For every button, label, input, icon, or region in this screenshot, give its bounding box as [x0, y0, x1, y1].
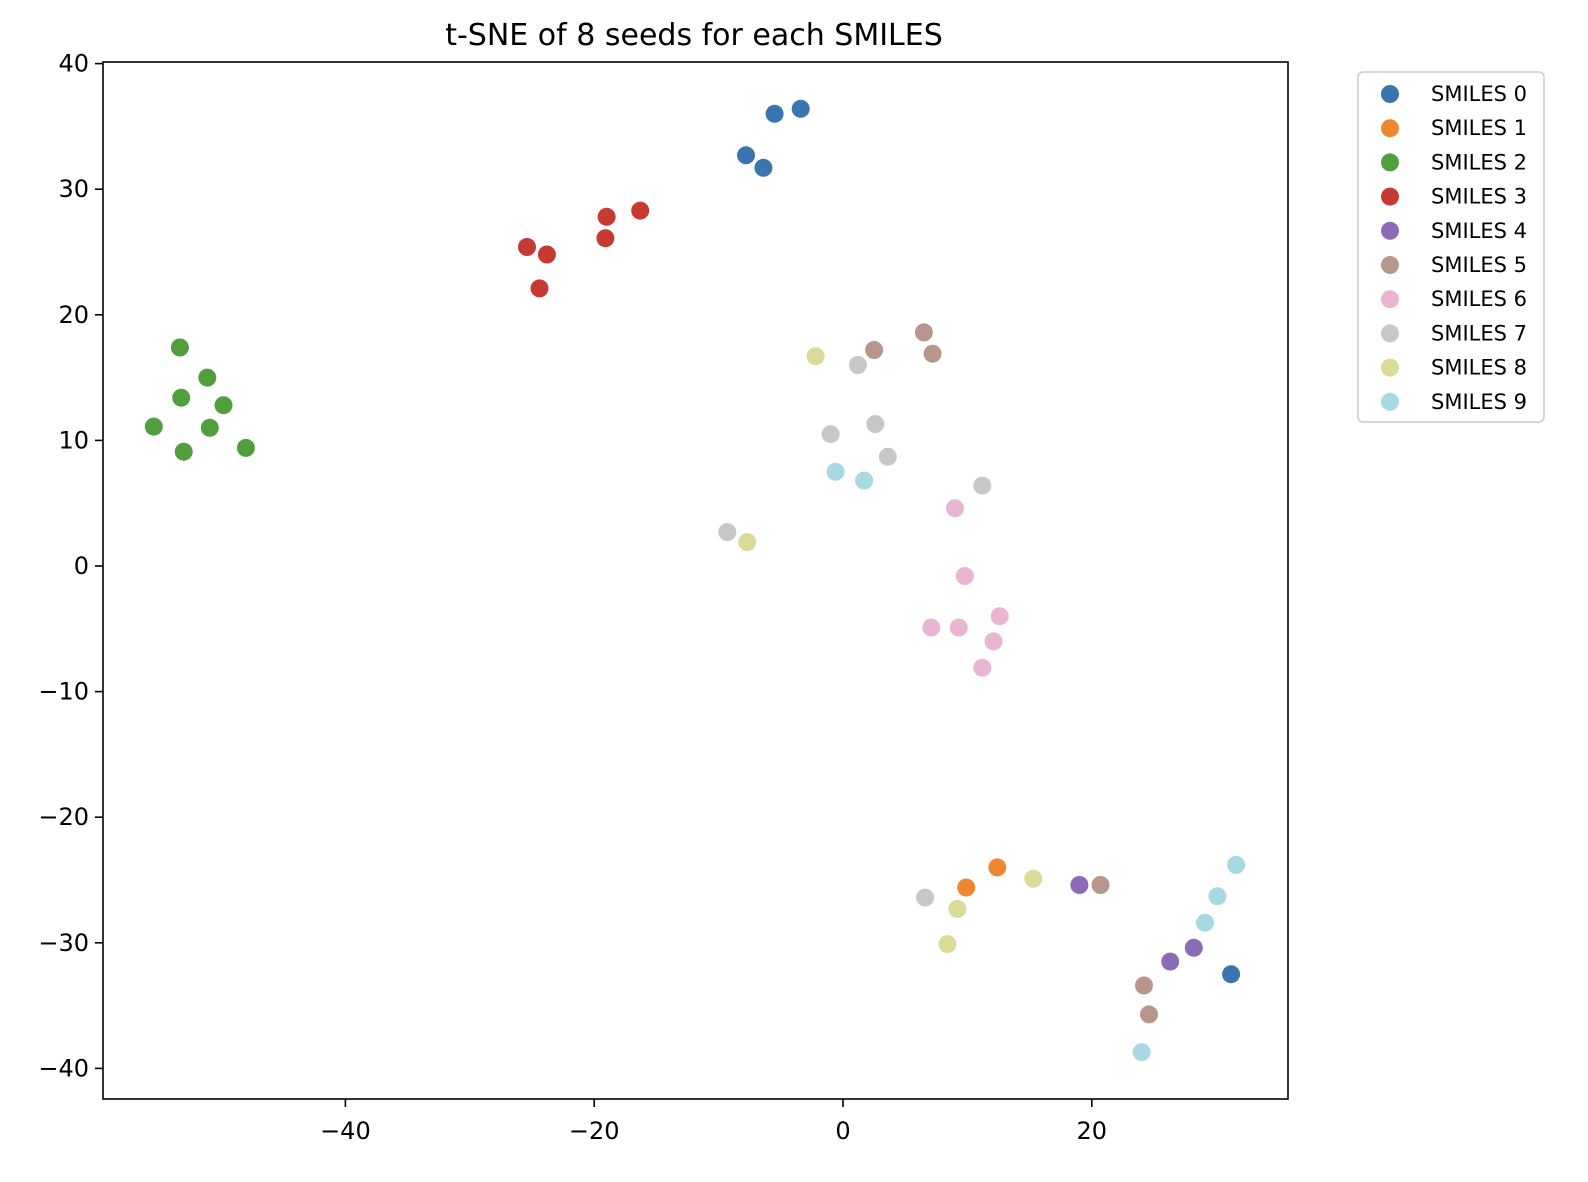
legend-label: SMILES 2 [1431, 150, 1527, 174]
legend-label: SMILES 8 [1431, 356, 1527, 380]
point-smiles-7-3 [878, 447, 897, 466]
point-smiles-8-3 [948, 899, 967, 918]
y-tick-label: −40 [38, 1054, 89, 1082]
plot-area [102, 61, 1289, 1100]
point-smiles-6-4 [949, 618, 968, 637]
point-smiles-9-1 [855, 471, 874, 490]
point-smiles-0-4 [1222, 965, 1241, 984]
point-smiles-5-2 [865, 341, 884, 359]
point-smiles-5-4 [1135, 976, 1153, 995]
point-smiles-6-6 [973, 658, 992, 677]
point-smiles-3-2 [518, 238, 536, 256]
point-smiles-4-0 [1070, 876, 1089, 894]
point-smiles-2-3 [214, 396, 233, 415]
y-tick-label: 40 [58, 50, 89, 78]
y-tick-label: 30 [58, 175, 89, 203]
legend-marker [1381, 221, 1399, 240]
point-smiles-6-1 [955, 567, 974, 585]
point-smiles-7-4 [973, 476, 992, 495]
point-smiles-7-1 [821, 425, 840, 444]
point-smiles-0-2 [737, 146, 755, 165]
point-smiles-1-1 [957, 878, 976, 897]
point-smiles-9-0 [826, 462, 845, 481]
point-smiles-8-2 [1024, 869, 1043, 888]
point-smiles-3-1 [631, 201, 650, 220]
point-smiles-2-7 [236, 438, 255, 457]
point-smiles-3-0 [597, 207, 616, 226]
point-smiles-6-5 [984, 632, 1003, 651]
point-smiles-7-5 [718, 523, 737, 542]
point-smiles-2-4 [144, 417, 163, 436]
point-smiles-9-3 [1208, 887, 1227, 906]
point-smiles-5-0 [914, 323, 933, 342]
legend-marker [1381, 153, 1399, 172]
x-axis: −40 −20 0 20 [320, 1099, 1107, 1145]
point-smiles-9-4 [1196, 913, 1214, 932]
x-tick-label: −20 [569, 1117, 620, 1145]
y-tick-label: −10 [38, 678, 89, 706]
point-smiles-4-2 [1184, 938, 1203, 957]
point-smiles-8-1 [738, 533, 757, 552]
legend-marker [1381, 324, 1399, 343]
y-tick-label: 20 [58, 301, 89, 329]
point-smiles-3-3 [537, 245, 556, 264]
legend-marker [1381, 392, 1399, 411]
legend-box [1357, 71, 1545, 423]
x-tick-label: −40 [320, 1117, 371, 1145]
point-smiles-2-5 [200, 418, 219, 437]
chart-title: t-SNE of 8 seeds for each SMILES [445, 18, 943, 53]
point-smiles-2-1 [198, 368, 217, 387]
legend-marker [1381, 119, 1399, 138]
y-tick-label: 10 [58, 426, 89, 454]
legend-label: SMILES 5 [1431, 253, 1527, 277]
legend-marker [1381, 187, 1399, 206]
y-tick-label: 0 [74, 552, 89, 580]
legend: SMILES 0 SMILES 1 SMILES 2 SMILES 3 SMILES 4… [1357, 71, 1545, 423]
x-tick-label: 20 [1077, 1117, 1108, 1145]
point-smiles-6-3 [922, 618, 941, 637]
point-smiles-5-5 [1140, 1005, 1158, 1024]
plot-frame [102, 61, 1289, 1100]
legend-marker [1381, 290, 1399, 309]
point-smiles-3-4 [596, 229, 615, 248]
point-smiles-8-0 [806, 347, 825, 366]
legend-marker [1381, 85, 1399, 103]
legend-marker [1381, 358, 1399, 377]
point-smiles-1-0 [988, 858, 1007, 877]
point-smiles-5-3 [1091, 876, 1110, 894]
point-smiles-2-0 [170, 338, 189, 357]
legend-label: SMILES 0 [1431, 82, 1527, 106]
x-tick-label: 0 [835, 1117, 850, 1145]
point-smiles-2-6 [174, 442, 193, 461]
legend-label: SMILES 9 [1431, 390, 1527, 414]
point-smiles-6-2 [990, 607, 1009, 626]
legend-label: SMILES 6 [1431, 287, 1527, 311]
y-tick-label: −30 [38, 929, 89, 957]
legend-label: SMILES 3 [1431, 185, 1527, 209]
legend-label: SMILES 1 [1431, 116, 1527, 140]
point-smiles-3-5 [530, 279, 549, 298]
point-smiles-8-4 [938, 935, 957, 954]
point-smiles-6-0 [946, 499, 964, 518]
point-smiles-7-0 [848, 356, 867, 374]
point-smiles-0-0 [765, 104, 784, 123]
y-tick-label: −20 [38, 803, 89, 831]
point-smiles-2-2 [172, 388, 191, 407]
legend-marker [1381, 256, 1399, 274]
point-smiles-0-3 [754, 158, 773, 177]
point-smiles-7-2 [866, 415, 885, 434]
point-smiles-9-5 [1132, 1043, 1151, 1062]
point-smiles-7-6 [916, 888, 935, 907]
point-smiles-0-1 [791, 99, 810, 118]
y-axis: 40 30 20 10 0 −10 −20 −30 −40 [38, 50, 103, 1082]
legend-label: SMILES 4 [1431, 219, 1527, 243]
point-smiles-5-1 [923, 344, 942, 363]
point-smiles-9-2 [1227, 855, 1246, 874]
legend-label: SMILES 7 [1431, 321, 1527, 345]
point-smiles-4-1 [1161, 952, 1180, 971]
